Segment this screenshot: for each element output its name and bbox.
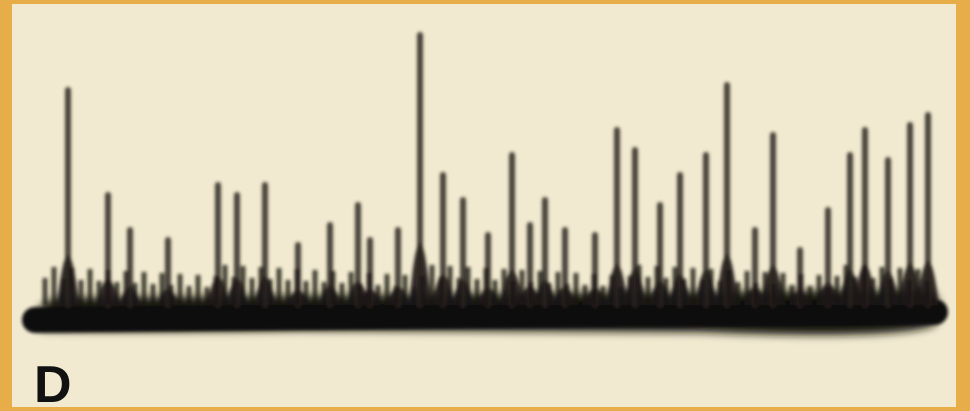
- page: D (() => { const data = JSON.parse(docum…: [0, 0, 970, 411]
- panel-label: D: [34, 356, 72, 411]
- figure-panel: D: [0, 0, 970, 411]
- paper-background: [12, 4, 956, 407]
- baseline-core: [35, 312, 935, 320]
